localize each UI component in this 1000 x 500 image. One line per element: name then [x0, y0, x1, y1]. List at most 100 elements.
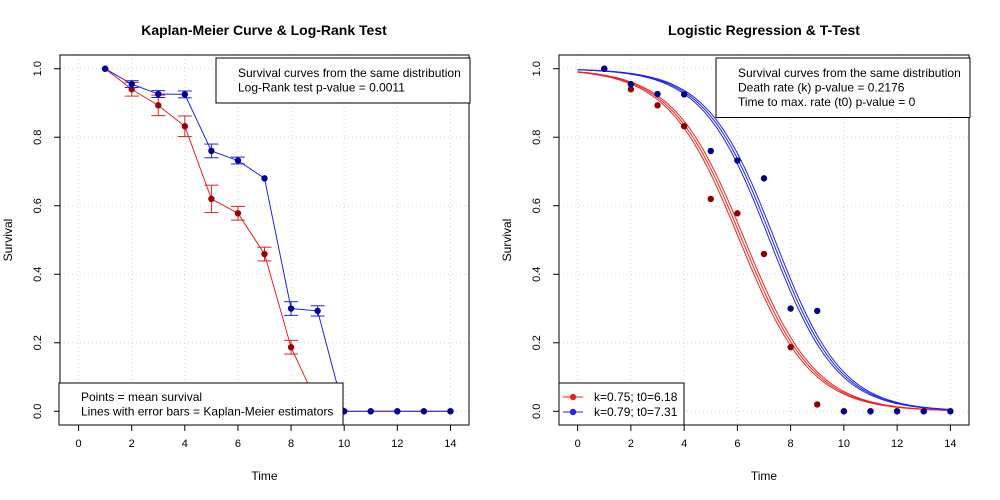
x-tick-label: 0: [76, 438, 82, 450]
x-axis-label: Time: [251, 469, 278, 483]
legend-bottom-box: [558, 382, 685, 426]
legend-bottom-line: k=0.75; t0=6.18: [594, 390, 678, 404]
legend-top: Survival curves from the same distributi…: [715, 57, 971, 118]
y-tick-label: 0.0: [32, 404, 44, 419]
y-tick-label: 1.0: [531, 61, 543, 76]
data-point: [234, 157, 242, 164]
plot-frame: [558, 54, 970, 426]
data-point: [787, 305, 794, 312]
data-point: [601, 65, 608, 72]
legend-swatch-point: [569, 393, 577, 401]
data-point: [867, 408, 874, 415]
x-tick-label: 8: [788, 438, 794, 450]
y-tick-label: 0.8: [32, 130, 44, 145]
x-tick-label: 4: [182, 438, 188, 450]
data-point: [181, 123, 189, 130]
x-tick-label: 2: [129, 438, 135, 450]
data-point: [447, 408, 454, 415]
x-tick-label: 2: [628, 438, 634, 450]
plot-area: [101, 65, 454, 415]
y-tick-label: 0.2: [531, 335, 543, 350]
fit-curve-red: [577, 71, 951, 411]
data-point: [128, 80, 135, 88]
data-point: [287, 344, 295, 351]
data-point: [394, 408, 401, 415]
chart-logistic-regression: Logistic Regression & T-Test 0 2 4 6 8 10 12 14 0…: [500, 22, 971, 483]
y-tick-label: 1.0: [32, 61, 44, 76]
fit-curve-blue: [577, 69, 951, 410]
x-tick-label: 10: [338, 438, 350, 450]
chart-title: Kaplan-Meier Curve & Log-Rank Test: [141, 22, 387, 38]
x-tick-label: 6: [734, 438, 740, 450]
legend-bottom-line: Lines with error bars = Kaplan-Meier est…: [81, 405, 333, 419]
chart-kaplan-meier: Kaplan-Meier Curve & Log-Rank Test 0 2 4 6 8 1…: [1, 22, 471, 483]
fit-curve-blue: [577, 69, 951, 411]
data-point: [367, 408, 374, 415]
series-line-blue: [104, 68, 451, 412]
y-tick-label: 0.0: [531, 404, 543, 419]
legend-bottom-line: Points = mean survival: [81, 390, 202, 404]
legend-top-box: [715, 57, 971, 118]
x-tick-label: 4: [681, 438, 687, 450]
legend-top: Survival curves from the same distributi…: [215, 57, 471, 104]
x-tick-label: 10: [838, 438, 850, 450]
legend-top-box: [215, 57, 471, 104]
data-point: [234, 210, 242, 217]
data-point: [627, 80, 635, 88]
fit-curve-blue: [577, 69, 951, 411]
y-tick-label: 0.6: [32, 198, 44, 213]
legend-top-line: Time to max. rate (t0) p-value = 0: [738, 95, 916, 109]
data-point: [760, 250, 768, 258]
data-point: [155, 90, 162, 98]
grid: [559, 55, 969, 425]
x-tick-label: 12: [391, 438, 403, 450]
data-point: [707, 147, 714, 155]
data-point: [654, 90, 661, 98]
x-axis-label: Time: [751, 469, 778, 483]
chart-title: Logistic Regression & T-Test: [668, 22, 860, 38]
y-tick-label: 0.4: [531, 267, 543, 282]
data-point: [734, 157, 741, 164]
fit-curve-red: [577, 71, 951, 411]
data-point: [287, 305, 295, 312]
data-point: [760, 175, 768, 182]
legend-swatch-point: [569, 408, 577, 416]
data-point: [208, 147, 215, 155]
x-tick-label: 14: [444, 438, 456, 450]
y-tick-label: 0.6: [531, 198, 543, 213]
x-tick-label: 14: [944, 438, 956, 450]
data-point: [654, 102, 661, 109]
legend-top-line: Log-Rank test p-value = 0.0011: [238, 81, 405, 95]
y-axis-label: Survival: [1, 219, 15, 262]
data-point: [261, 250, 268, 258]
data-point: [155, 102, 162, 109]
data-point: [734, 210, 741, 217]
y-tick-label: 0.4: [32, 267, 44, 282]
x-tick-label: 8: [288, 438, 294, 450]
data-point: [420, 408, 428, 415]
data-point: [261, 175, 268, 182]
y-tick-label: 0.2: [32, 335, 44, 350]
y-axis-label: Survival: [500, 219, 514, 262]
data-point: [840, 408, 848, 415]
legend-top-line: Death rate (k) p-value = 0.2176: [738, 81, 905, 95]
data-point: [181, 91, 189, 98]
data-point: [680, 123, 688, 130]
legend-top-line: Survival curves from the same distributi…: [738, 66, 961, 80]
data-point: [893, 408, 901, 415]
legend-top-line: Survival curves from the same distributi…: [238, 66, 461, 80]
plot-area: [577, 65, 954, 415]
data-point: [814, 401, 821, 408]
data-point: [627, 86, 635, 93]
data-point: [101, 65, 109, 72]
y-tick-label: 0.8: [531, 130, 543, 145]
data-point: [947, 408, 954, 415]
data-point: [787, 344, 794, 351]
plot-frame: [59, 54, 470, 426]
data-point: [707, 195, 714, 203]
data-point: [920, 408, 927, 415]
data-point: [208, 195, 215, 203]
x-tick-label: 0: [575, 438, 581, 450]
